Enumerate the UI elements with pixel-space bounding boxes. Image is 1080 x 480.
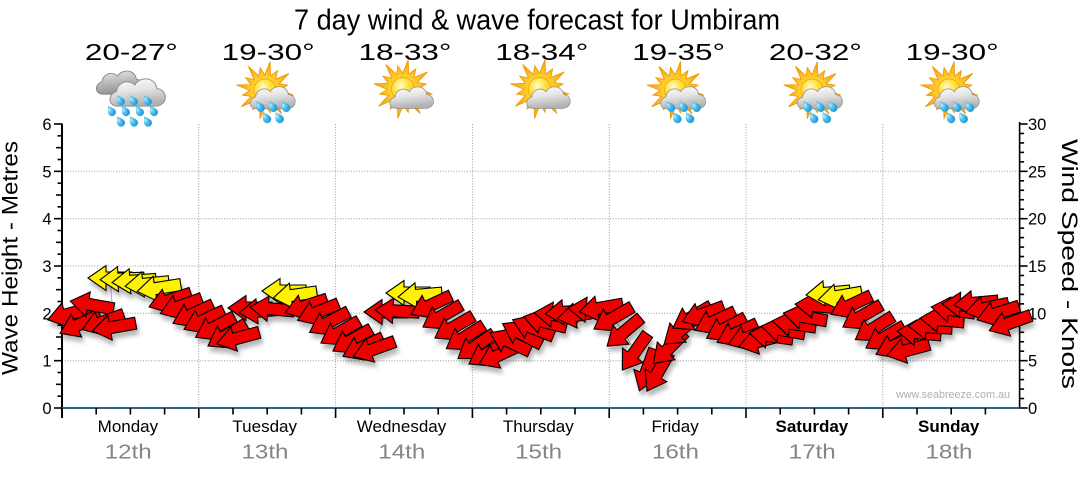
svg-text:Wednesday: Wednesday (357, 417, 447, 436)
svg-text:0: 0 (42, 400, 51, 418)
svg-text:19-30°: 19-30° (222, 39, 315, 65)
svg-text:Sunday: Sunday (918, 417, 980, 436)
svg-text:Saturday: Saturday (776, 417, 849, 436)
svg-text:Wind Speed - Knots: Wind Speed - Knots (1057, 139, 1080, 389)
svg-text:17th: 17th (789, 442, 836, 464)
svg-text:12th: 12th (105, 442, 152, 464)
svg-text:4: 4 (42, 211, 51, 229)
svg-text:13th: 13th (242, 442, 289, 464)
svg-text:18-33°: 18-33° (359, 39, 452, 65)
svg-text:6: 6 (42, 116, 51, 134)
svg-text:www.seabreeze.com.au: www.seabreeze.com.au (895, 389, 1010, 401)
svg-text:14th: 14th (378, 442, 425, 464)
svg-text:19-30°: 19-30° (906, 39, 999, 65)
svg-text:30: 30 (1028, 116, 1046, 134)
svg-text:Thursday: Thursday (503, 417, 574, 436)
svg-text:15: 15 (1028, 258, 1046, 276)
svg-text:20-27°: 20-27° (85, 39, 178, 65)
svg-text:2: 2 (42, 305, 51, 323)
svg-text:7 day wind & wave forecast for: 7 day wind & wave forecast for Umbiram (294, 5, 780, 37)
svg-text:3: 3 (42, 258, 51, 276)
svg-text:16th: 16th (652, 442, 699, 464)
svg-text:Tuesday: Tuesday (232, 417, 297, 436)
svg-text:Monday: Monday (98, 417, 159, 436)
svg-text:Friday: Friday (651, 417, 699, 436)
svg-text:18th: 18th (926, 442, 973, 464)
svg-text:5: 5 (1028, 353, 1037, 371)
svg-text:0: 0 (1028, 400, 1037, 418)
svg-text:Wave Height - Metres: Wave Height - Metres (0, 141, 23, 375)
svg-text:20: 20 (1028, 211, 1046, 229)
svg-text:10: 10 (1028, 305, 1046, 323)
svg-text:15th: 15th (515, 442, 562, 464)
svg-text:18-34°: 18-34° (495, 39, 588, 65)
svg-text:20-32°: 20-32° (769, 39, 862, 65)
svg-text:1: 1 (42, 353, 51, 371)
svg-text:19-35°: 19-35° (632, 39, 725, 65)
svg-text:5: 5 (42, 163, 51, 181)
svg-text:25: 25 (1028, 163, 1046, 181)
